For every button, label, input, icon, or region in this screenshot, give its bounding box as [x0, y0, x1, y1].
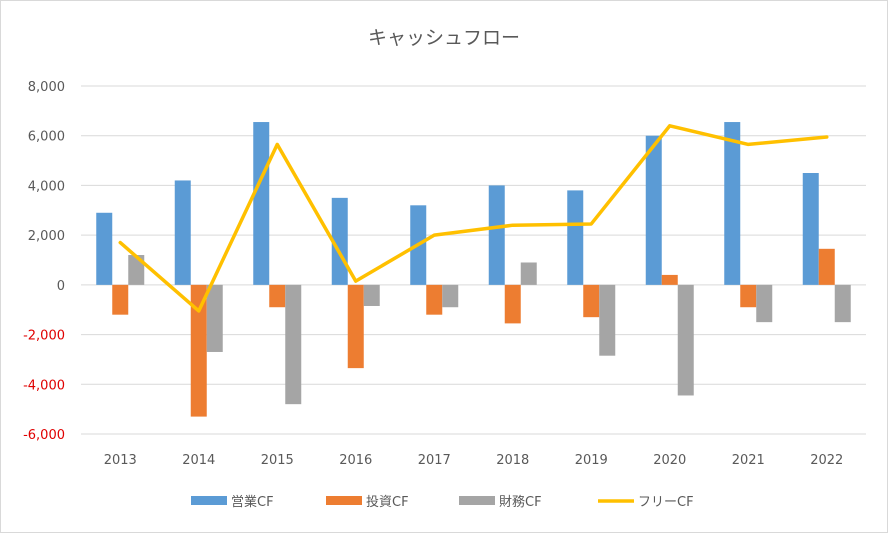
x-tick-label: 2020 — [653, 453, 686, 468]
legend-swatch — [326, 496, 362, 505]
legend-label: フリーCF — [638, 495, 694, 510]
legend-label: 投資CF — [366, 494, 409, 510]
bar-投資CF-2014 — [190, 284, 207, 417]
y-tick-label: -6,000 — [23, 428, 65, 443]
legend-swatch — [191, 496, 227, 505]
line-series — [118, 124, 829, 313]
bar-財務CF-2018 — [520, 262, 537, 285]
y-tick-label: 2,000 — [28, 229, 65, 244]
x-tick-label: 2014 — [182, 453, 215, 468]
bar-営業CF-2019 — [567, 190, 584, 285]
bar-財務CF-2020 — [677, 284, 694, 396]
x-tick-label: 2013 — [104, 453, 137, 468]
bar-営業CF-2014 — [174, 180, 191, 285]
x-tick-label: 2015 — [261, 453, 294, 468]
y-axis-ticks: 8,000 6,000 4,000 2,000 0 -2,000 -4,000 -6,000 — [23, 80, 65, 443]
x-tick-label: 2022 — [810, 453, 843, 468]
legend-label: 財務CF — [499, 495, 542, 510]
bar-財務CF-2021 — [756, 284, 773, 323]
bar-財務CF-2013 — [128, 255, 145, 285]
bar-営業CF-2022 — [802, 173, 819, 285]
bar-財務CF-2017 — [442, 284, 459, 308]
y-tick-label: 8,000 — [28, 80, 65, 95]
line-フリーCF — [118, 124, 829, 313]
bar-財務CF-2019 — [599, 284, 616, 356]
legend-label: 営業CF — [231, 494, 274, 510]
bar-投資CF-2016 — [347, 284, 364, 369]
bar-投資CF-2020 — [661, 274, 678, 285]
bar-営業CF-2021 — [724, 122, 741, 285]
bar-series — [96, 122, 851, 417]
bar-投資CF-2021 — [740, 284, 757, 308]
bar-投資CF-2013 — [112, 284, 129, 315]
bar-営業CF-2015 — [253, 122, 270, 285]
bar-財務CF-2015 — [285, 284, 302, 405]
y-tick-label: -2,000 — [23, 329, 65, 344]
y-tick-label: -4,000 — [23, 378, 65, 393]
legend: 営業CF 投資CF 財務CF フリーCF — [191, 494, 694, 510]
bar-営業CF-2013 — [96, 212, 113, 285]
legend-swatch — [459, 496, 495, 505]
bar-財務CF-2014 — [206, 284, 223, 352]
bar-営業CF-2020 — [645, 135, 662, 285]
x-axis-ticks: 2013 2014 2015 2016 2017 2018 2019 2020 2021 2022 — [104, 453, 844, 468]
y-tick-label: 6,000 — [28, 130, 65, 145]
x-tick-label: 2017 — [418, 453, 451, 468]
x-tick-label: 2019 — [575, 453, 608, 468]
y-tick-label: 0 — [57, 279, 65, 294]
bar-投資CF-2019 — [583, 284, 600, 318]
bar-投資CF-2015 — [269, 284, 286, 308]
x-tick-label: 2021 — [732, 453, 765, 468]
bar-投資CF-2022 — [818, 248, 835, 285]
x-tick-label: 2018 — [496, 453, 529, 468]
bar-投資CF-2018 — [504, 284, 521, 324]
y-tick-label: 4,000 — [28, 179, 65, 194]
bar-財務CF-2022 — [834, 284, 851, 323]
bar-投資CF-2017 — [426, 284, 443, 315]
bar-営業CF-2018 — [488, 185, 505, 285]
chart-title: キャッシュフロー — [368, 27, 520, 49]
x-tick-label: 2016 — [339, 453, 372, 468]
bar-財務CF-2016 — [363, 284, 380, 306]
